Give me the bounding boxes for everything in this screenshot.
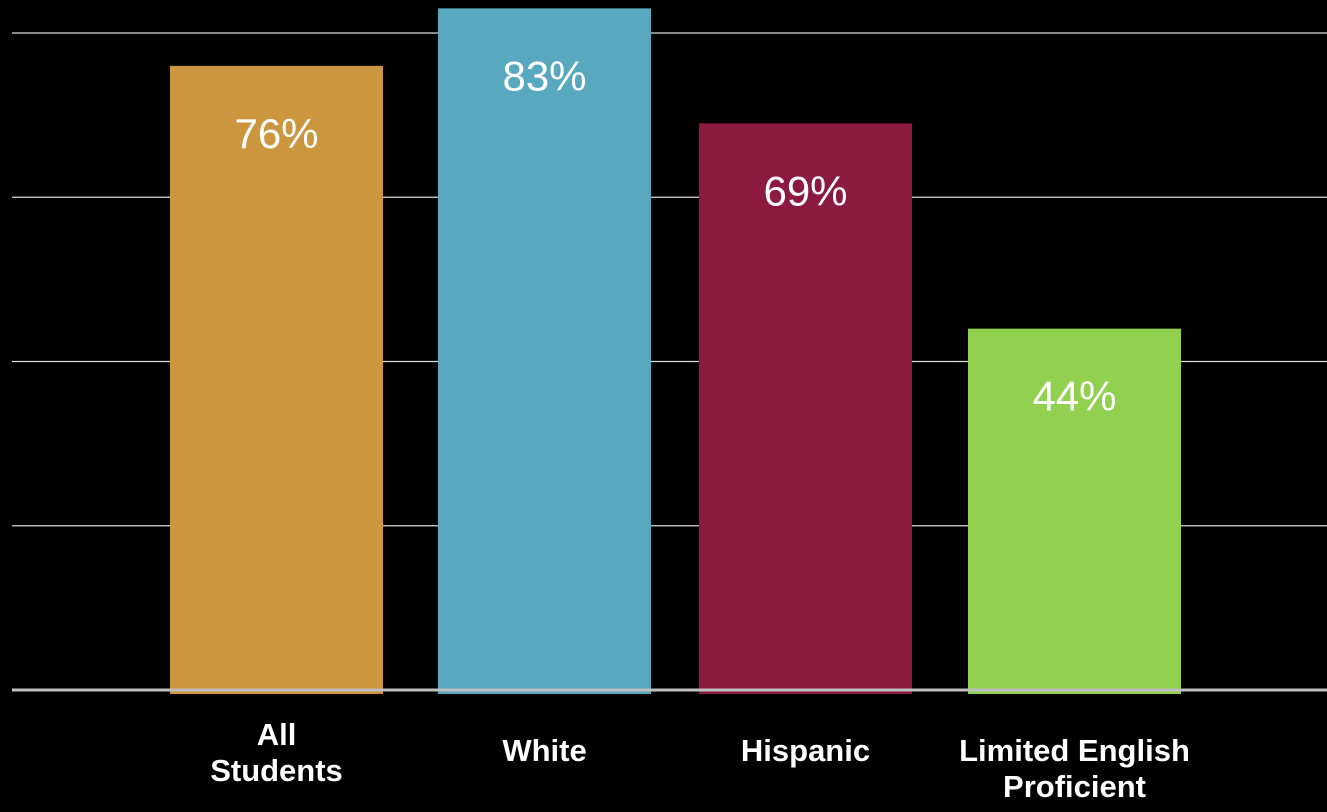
bar: [170, 65, 383, 695]
category-label: Limited English Proficient: [959, 733, 1190, 804]
bar: [968, 328, 1181, 694]
bars: [170, 8, 1181, 695]
data-label: 69%: [763, 167, 847, 214]
category-label-line: Proficient: [1003, 769, 1146, 804]
category-label: All Students: [210, 717, 343, 788]
category-label-line: White: [502, 733, 586, 768]
category-label-line: Hispanic: [741, 733, 870, 768]
bar: [699, 123, 912, 694]
category-label-line: Limited English: [959, 733, 1190, 768]
category-label: White: [502, 733, 586, 768]
data-label: 76%: [234, 110, 318, 157]
category-label-line: Students: [210, 753, 343, 788]
data-labels: 76% 83% 69% 44%: [234, 52, 1116, 419]
category-labels: All Students White Hispanic Limited English P…: [210, 717, 1190, 804]
data-label: 83%: [502, 52, 586, 99]
category-label-line: All: [257, 717, 297, 752]
bar: [438, 8, 651, 695]
category-label: Hispanic: [741, 733, 870, 768]
data-label: 44%: [1032, 373, 1116, 420]
